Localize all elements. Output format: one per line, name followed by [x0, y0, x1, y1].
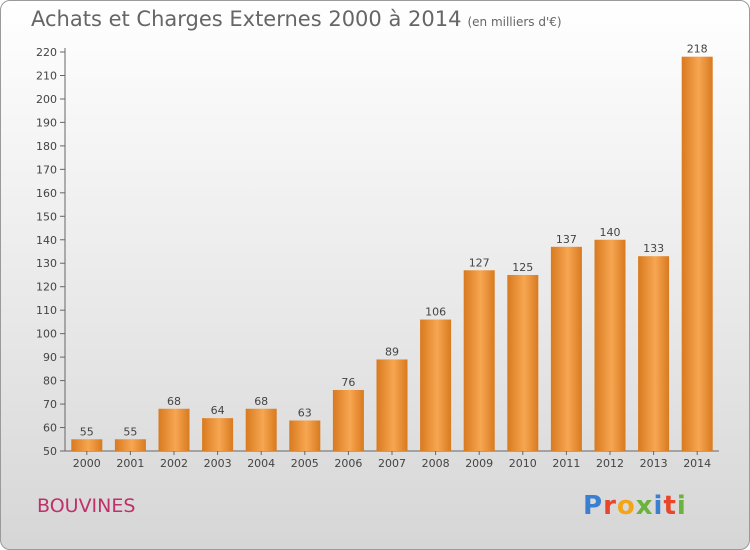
- x-tick-label: 2013: [640, 457, 668, 470]
- y-tick-label: 190: [36, 116, 57, 129]
- bar-value-label: 127: [469, 256, 490, 269]
- x-tick-label: 2012: [596, 457, 624, 470]
- bar: [245, 408, 277, 451]
- y-tick-label: 180: [36, 140, 57, 153]
- y-tick-label: 100: [36, 328, 57, 341]
- x-tick-label: 2011: [552, 457, 580, 470]
- bar-value-label: 89: [385, 345, 399, 358]
- chart-data-labels: 55 55 68 64 68 63 76 89 106 127 125 137 140 133 218: [80, 43, 708, 439]
- y-tick-label: 150: [36, 210, 57, 223]
- x-tick-label: 2004: [247, 457, 275, 470]
- x-tick-label: 2010: [509, 457, 537, 470]
- y-tick-label: 200: [36, 93, 57, 106]
- bar: [463, 270, 495, 451]
- bar-value-label: 218: [687, 43, 708, 56]
- logo-letter: x: [635, 491, 654, 521]
- x-tick-label: 2003: [204, 457, 232, 470]
- y-tick-label: 160: [36, 187, 57, 200]
- chart-axes: 50 60 70 80 90 100 110 120 130 140 150 160 170 180 190…: [36, 46, 719, 470]
- logo-letter: t: [663, 491, 677, 521]
- bar-value-label: 55: [123, 425, 137, 438]
- x-tick-label: 2014: [683, 457, 711, 470]
- bar: [376, 359, 408, 451]
- bar: [594, 239, 626, 451]
- bar: [681, 56, 713, 451]
- bar: [71, 439, 103, 451]
- chart-title: Achats et Charges Externes 2000 à 2014 (e…: [31, 7, 562, 31]
- bar-value-label: 68: [167, 395, 181, 408]
- y-tick-label: 140: [36, 234, 57, 247]
- commune-name: BOUVINES: [37, 495, 136, 517]
- x-tick-label: 2007: [378, 457, 406, 470]
- bar-value-label: 55: [80, 425, 94, 438]
- bar-value-label: 68: [254, 395, 268, 408]
- y-tick-label: 70: [43, 398, 57, 411]
- bar-value-label: 137: [556, 233, 577, 246]
- bar-value-label: 64: [211, 404, 225, 417]
- bar-value-label: 76: [341, 376, 355, 389]
- x-tick-label: 2002: [160, 457, 188, 470]
- bar: [550, 246, 582, 451]
- x-tick-label: 2006: [334, 457, 362, 470]
- x-tick-label: 2008: [422, 457, 450, 470]
- y-tick-label: 120: [36, 281, 57, 294]
- y-tick-label: 60: [43, 422, 57, 435]
- chart-unit: (en milliers d'€): [467, 15, 562, 29]
- y-tick-label: 80: [43, 375, 57, 388]
- x-tick-label: 2005: [291, 457, 319, 470]
- chart-bars: [71, 56, 713, 451]
- logo-letter: i: [653, 491, 664, 521]
- bar-value-label: 125: [512, 261, 533, 274]
- logo-letter: o: [616, 491, 636, 521]
- bar: [289, 420, 321, 451]
- bar-value-label: 133: [643, 242, 664, 255]
- bar: [638, 256, 670, 451]
- y-tick-label: 220: [36, 46, 57, 59]
- bar-value-label: 63: [298, 406, 312, 419]
- x-tick-label: 2000: [73, 457, 101, 470]
- bar: [332, 389, 364, 451]
- y-tick-label: 170: [36, 163, 57, 176]
- logo-letter: r: [603, 491, 617, 521]
- chart-title-text: Achats et Charges Externes 2000 à 2014: [31, 7, 462, 31]
- bar-value-label: 106: [425, 306, 446, 319]
- bar-value-label: 140: [600, 226, 621, 239]
- y-tick-label: 210: [36, 69, 57, 82]
- x-tick-label: 2009: [465, 457, 493, 470]
- bar: [420, 319, 452, 451]
- logo-letter: P: [583, 491, 604, 521]
- proxiti-logo: Proxiti: [583, 491, 687, 521]
- x-tick-label: 2001: [116, 457, 144, 470]
- y-tick-label: 90: [43, 351, 57, 364]
- y-tick-label: 50: [43, 445, 57, 458]
- bar: [507, 274, 539, 451]
- bar: [158, 408, 190, 451]
- bar: [202, 418, 234, 451]
- bar: [114, 439, 146, 451]
- y-tick-label: 130: [36, 257, 57, 270]
- logo-letter: i: [676, 491, 687, 521]
- y-tick-label: 110: [36, 304, 57, 317]
